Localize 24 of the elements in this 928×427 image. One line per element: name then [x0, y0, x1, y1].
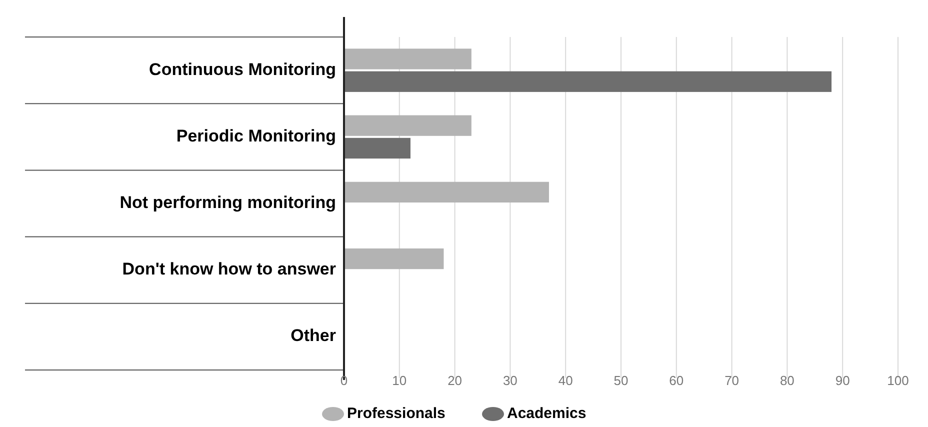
y-tick-label: Don't know how to answer	[122, 260, 336, 279]
x-tick-label: 30	[502, 373, 518, 388]
y-tick-label: Other	[290, 326, 336, 346]
x-tick-label: 0	[340, 373, 348, 388]
bar	[344, 48, 472, 70]
bar	[344, 138, 410, 159]
bar	[344, 248, 444, 270]
legend-label: Academics	[507, 404, 586, 422]
bar	[344, 182, 549, 202]
x-tick-label: 100	[887, 373, 909, 388]
x-tick-label: 20	[448, 373, 462, 388]
x-tick-label: 80	[780, 373, 794, 388]
bar	[344, 71, 832, 92]
x-tick-label: 40	[558, 373, 573, 388]
x-tick-label: 90	[835, 373, 850, 388]
y-tick-label: Continuous Monitoring	[149, 60, 336, 79]
x-tick-label: 10	[392, 373, 407, 388]
x-tick-label: 70	[724, 373, 740, 388]
y-tick-label: Not performing monitoring	[120, 192, 336, 212]
x-tick-label: 50	[614, 373, 628, 388]
legend-label: Professionals	[347, 404, 446, 422]
bar	[344, 115, 472, 136]
y-tick-label: Periodic Monitoring	[176, 126, 336, 146]
x-tick-label: 60	[669, 373, 684, 388]
